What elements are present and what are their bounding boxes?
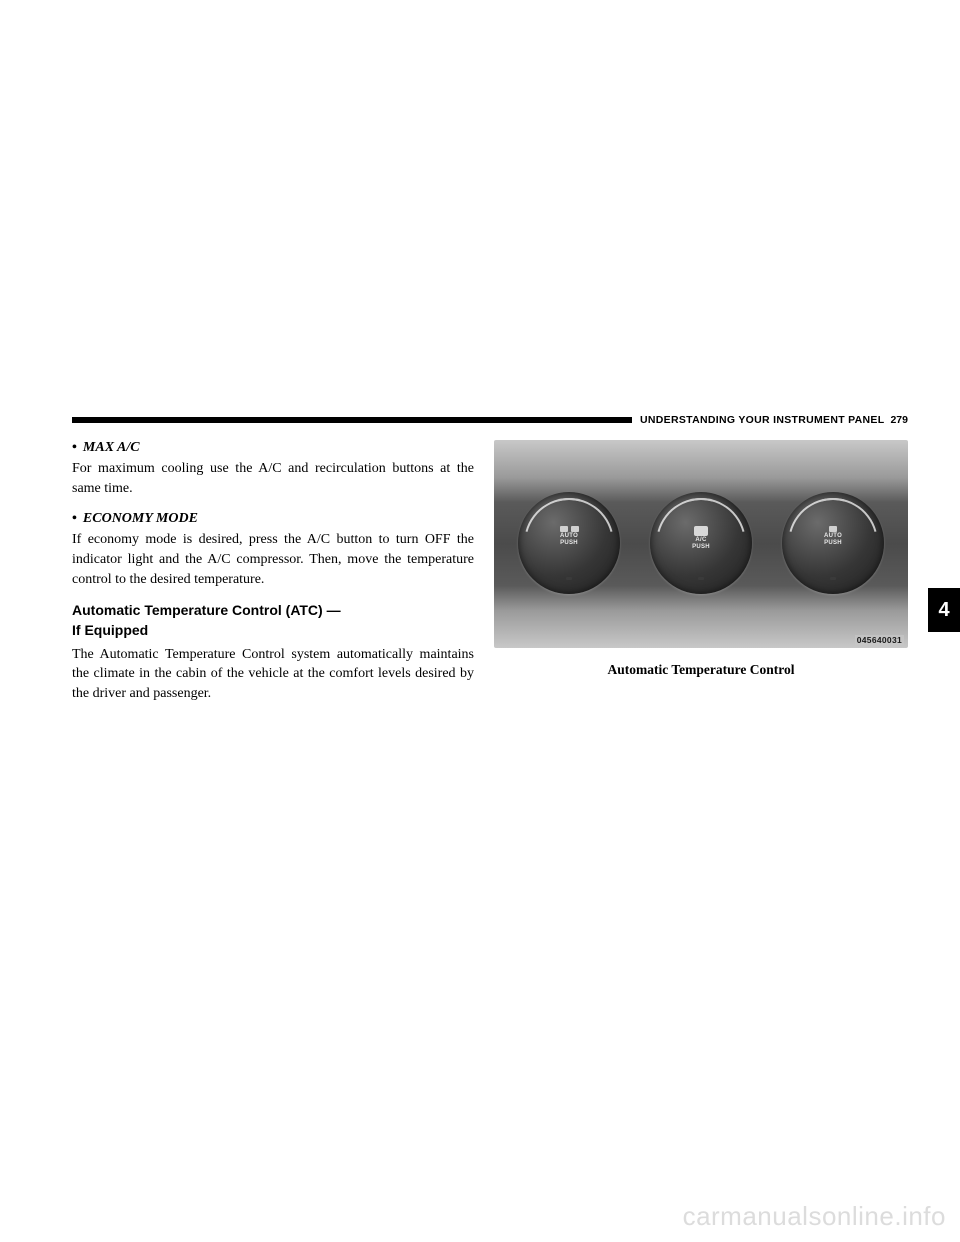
fan-icon — [571, 526, 579, 532]
page-header: UNDERSTANDING YOUR INSTRUMENT PANEL 279 — [72, 414, 908, 426]
atc-heading: Automatic Temperature Control (ATC) — If… — [72, 601, 474, 640]
header-rule — [72, 417, 632, 423]
page-number: 279 — [890, 414, 908, 426]
temperature-dial: A/C PUSH — [650, 492, 752, 594]
left-column: MAX A/C For maximum cooling use the A/C … — [72, 440, 474, 716]
dial-center-label: AUTO PUSH — [518, 526, 620, 547]
right-column: AUTO PUSH A/C PUSH — [494, 440, 908, 716]
section-title: UNDERSTANDING YOUR INSTRUMENT PANEL — [640, 414, 884, 426]
body-atc: The Automatic Temperature Control system… — [72, 645, 474, 705]
fan-speed-dial: AUTO PUSH — [518, 492, 620, 594]
defrost-icon — [829, 526, 837, 532]
mode-dial: AUTO PUSH — [782, 492, 884, 594]
atc-heading-line1: Automatic Temperature Control (ATC) — — [72, 602, 341, 618]
chapter-tab: 4 — [928, 588, 960, 632]
dial-push-label: PUSH — [518, 540, 620, 547]
snowflake-icon — [694, 526, 708, 536]
dial-ac-label: A/C — [650, 537, 752, 544]
climate-control-photo: AUTO PUSH A/C PUSH — [494, 440, 908, 648]
indicator-led-icon — [830, 577, 836, 580]
dial-auto-label: AUTO — [518, 533, 620, 540]
body-economy: If economy mode is desired, press the A/… — [72, 530, 474, 590]
indicator-led-icon — [698, 577, 704, 580]
indicator-led-icon — [566, 577, 572, 580]
dial-push-label: PUSH — [650, 544, 752, 551]
dial-center-label: AUTO PUSH — [782, 526, 884, 547]
bullet-heading-economy: ECONOMY MODE — [72, 511, 474, 527]
atc-heading-line2: If Equipped — [72, 622, 148, 638]
content-columns: MAX A/C For maximum cooling use the A/C … — [72, 440, 908, 716]
watermark-text: carmanualsonline.info — [683, 1201, 946, 1232]
dial-push-label: PUSH — [782, 540, 884, 547]
atc-figure: AUTO PUSH A/C PUSH — [494, 440, 908, 678]
manual-page: UNDERSTANDING YOUR INSTRUMENT PANEL 279 … — [0, 0, 960, 1242]
image-reference-code: 045640031 — [855, 635, 904, 645]
dial-center-label: A/C PUSH — [650, 526, 752, 551]
dial-auto-label: AUTO — [782, 533, 884, 540]
body-max-ac: For maximum cooling use the A/C and reci… — [72, 459, 474, 499]
recirculation-icon — [560, 526, 568, 532]
figure-caption: Automatic Temperature Control — [494, 662, 908, 678]
bullet-heading-max-ac: MAX A/C — [72, 440, 474, 456]
